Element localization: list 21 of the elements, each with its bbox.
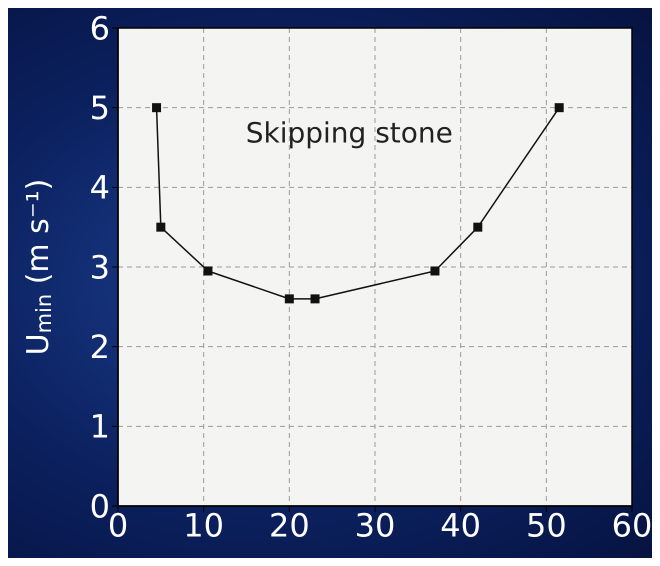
point [310,294,320,304]
point [203,266,212,276]
point [156,222,166,232]
point [473,222,482,232]
x-tick-label: 40 [440,506,482,545]
point [430,266,440,276]
point [284,294,294,304]
point [152,103,162,112]
x-tick-label: 60 [612,506,652,545]
x-tick-label: 10 [183,506,224,545]
y-tick-label: 1 [90,408,110,446]
x-tick-label: 20 [268,506,310,545]
y-tick-label: 2 [90,328,110,366]
point [554,103,564,112]
y-tick-label: 6 [90,9,110,48]
y-tick-label: 3 [90,248,110,286]
y-tick-label: 5 [90,89,110,128]
y-tick-label: 4 [90,168,110,207]
x-tick-label: 50 [526,506,567,545]
annotation: Skipping stone [246,116,453,150]
x-tick-label: 30 [354,506,396,545]
